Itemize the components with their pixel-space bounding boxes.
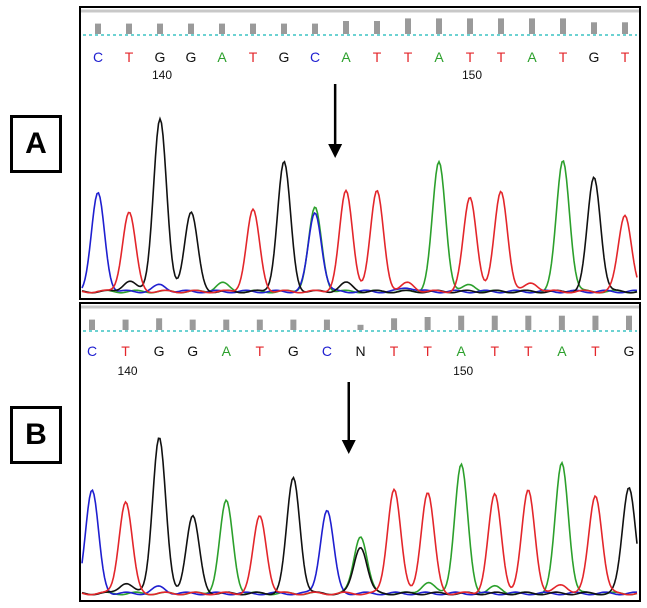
base-call-label: A: [457, 343, 467, 359]
quality-bar: [281, 23, 287, 34]
quality-bar: [374, 21, 380, 34]
base-call-label: G: [186, 49, 197, 65]
panel-frame: [79, 302, 641, 602]
trace-g: [81, 437, 638, 596]
base-call-label: A: [434, 49, 444, 65]
base-call-label: T: [390, 343, 399, 359]
base-call-label: T: [249, 49, 258, 65]
trace-g: [81, 116, 638, 294]
quality-bar: [126, 23, 132, 34]
arrow-head: [341, 440, 356, 454]
base-call-label: T: [121, 343, 130, 359]
base-call-label: T: [621, 49, 630, 65]
quality-bar: [458, 315, 465, 330]
base-call-label: C: [87, 343, 97, 359]
chromatogram-panel-b: C T G G A T G C N T T A T T A T G 140 150: [79, 302, 641, 602]
quality-bar: [290, 319, 297, 330]
base-call-label: G: [155, 49, 166, 65]
quality-bar: [188, 23, 194, 34]
quality-bar: [157, 23, 163, 34]
panel-label-a: A: [10, 115, 62, 173]
base-call-label: G: [279, 49, 290, 65]
quality-bar: [467, 18, 473, 34]
base-call-label: G: [154, 343, 165, 359]
base-call-label: C: [93, 49, 103, 65]
quality-bar: [343, 21, 349, 34]
chromatogram-panel-a: C T G G A T G C A T T A T T A T G T 140 150: [79, 6, 641, 300]
quality-bar: [323, 319, 330, 330]
base-call-label: C: [322, 343, 332, 359]
base-call-label: A: [222, 343, 232, 359]
quality-bar: [592, 315, 599, 330]
quality-bar: [405, 18, 411, 34]
panel-frame: [79, 6, 641, 300]
quality-bar: [219, 23, 225, 34]
trace-t: [81, 188, 638, 294]
base-call-label: T: [423, 343, 432, 359]
base-call-label: T: [466, 49, 475, 65]
arrow-head: [328, 144, 343, 158]
position-tick-label: 150: [462, 68, 482, 82]
base-call-label: T: [373, 49, 382, 65]
base-call-label: N: [355, 343, 365, 359]
quality-bar: [491, 315, 498, 330]
quality-bar: [529, 18, 535, 34]
quality-bar: [357, 324, 364, 330]
quality-bar: [89, 319, 95, 330]
quality-bar: [312, 23, 318, 34]
quality-bar: [498, 18, 504, 34]
base-call-label: C: [310, 49, 320, 65]
base-call-label: A: [557, 343, 567, 359]
quality-bar: [250, 23, 256, 34]
quality-bar: [122, 319, 129, 330]
trace-t: [81, 487, 638, 596]
base-call-label: G: [187, 343, 198, 359]
quality-bar: [95, 23, 101, 34]
position-tick-label: 140: [152, 68, 172, 82]
quality-bar: [591, 22, 597, 34]
quality-bar: [189, 319, 196, 330]
panel-label-b: B: [10, 406, 62, 464]
quality-bar: [558, 315, 565, 330]
quality-bar: [436, 18, 442, 34]
base-call-label: G: [589, 49, 600, 65]
base-call-label: T: [559, 49, 568, 65]
base-call-label: A: [341, 49, 351, 65]
base-call-label: T: [404, 49, 413, 65]
quality-bar: [156, 318, 163, 330]
base-call-label: G: [624, 343, 635, 359]
quality-bar: [525, 315, 532, 330]
quality-bar: [626, 315, 632, 330]
base-call-label: A: [527, 49, 537, 65]
base-call-label: T: [125, 49, 134, 65]
base-call-label: A: [217, 49, 227, 65]
quality-bar: [223, 319, 230, 330]
base-call-label: T: [256, 343, 265, 359]
base-call-label: T: [524, 343, 533, 359]
base-call-label: T: [490, 343, 499, 359]
quality-bar: [256, 319, 263, 330]
base-call-label: T: [591, 343, 600, 359]
quality-bar: [424, 317, 431, 330]
quality-bar: [391, 318, 398, 330]
position-tick-label: 150: [453, 364, 473, 378]
position-tick-label: 140: [118, 364, 138, 378]
base-call-label: G: [288, 343, 299, 359]
base-call-label: T: [497, 49, 506, 65]
quality-bar: [560, 18, 566, 34]
quality-bar: [622, 22, 628, 34]
